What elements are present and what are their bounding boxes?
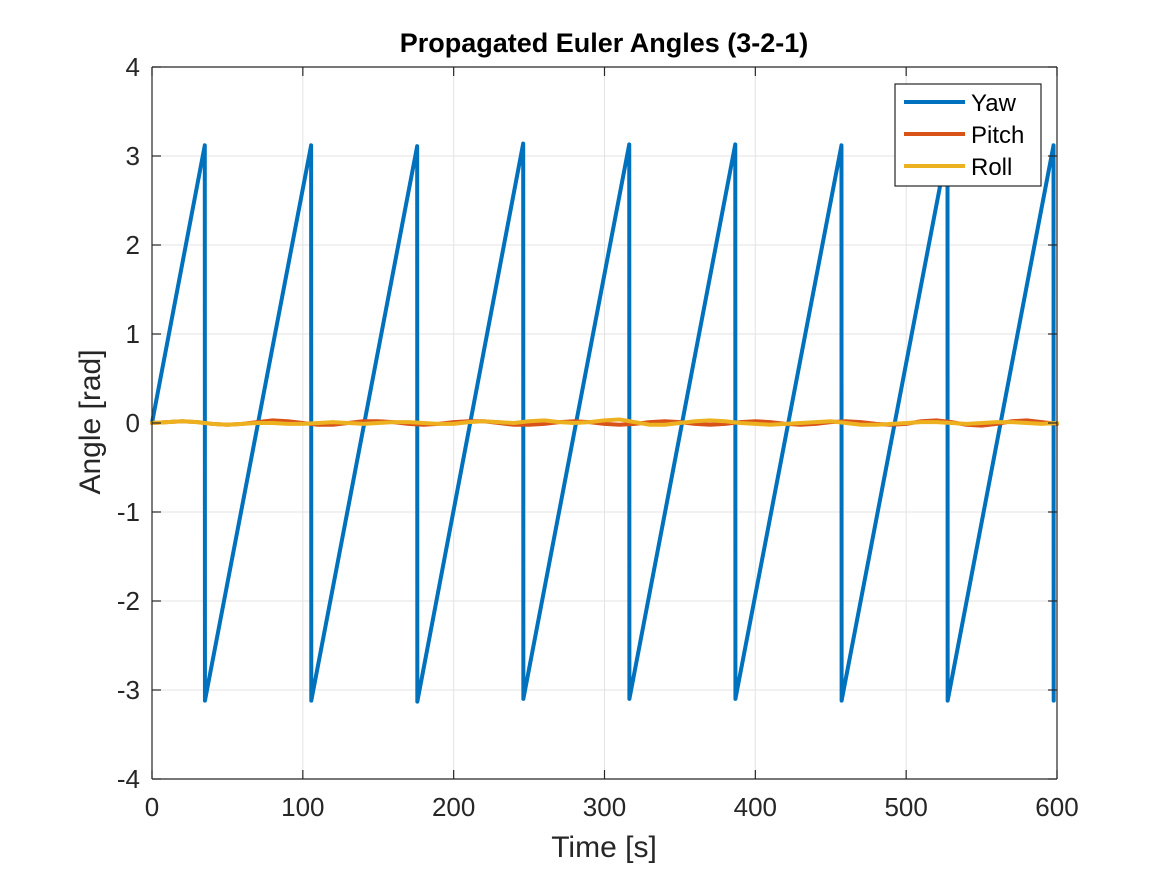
x-axis-label: Time [s] bbox=[551, 831, 657, 864]
y-tick-label: -4 bbox=[117, 764, 140, 794]
axes bbox=[151, 66, 1058, 780]
x-tick-label: 200 bbox=[432, 792, 475, 822]
x-tick-label: 600 bbox=[1035, 792, 1078, 822]
y-tick-label: 2 bbox=[126, 230, 140, 260]
legend-label: Yaw bbox=[971, 90, 1017, 117]
y-tick-label: 1 bbox=[126, 319, 140, 349]
legend-item-pitch: Pitch bbox=[904, 122, 1024, 149]
y-tick-label: 0 bbox=[126, 408, 140, 438]
legend-item-yaw: Yaw bbox=[904, 90, 1017, 117]
legend: Yaw Pitch Roll bbox=[894, 83, 1042, 187]
chart-title: Propagated Euler Angles (3-2-1) bbox=[400, 28, 809, 58]
y-axis-label: Angle [rad] bbox=[74, 349, 107, 494]
x-tick-label: 0 bbox=[145, 792, 159, 822]
x-tick-label: 300 bbox=[583, 792, 626, 822]
legend-item-roll: Roll bbox=[904, 154, 1012, 181]
legend-label: Roll bbox=[971, 154, 1012, 181]
x-tick-label: 100 bbox=[281, 792, 324, 822]
x-tick-label: 500 bbox=[884, 792, 927, 822]
x-tick-label: 400 bbox=[734, 792, 777, 822]
y-tick-label: -1 bbox=[117, 497, 140, 527]
y-tick-label: -3 bbox=[117, 675, 140, 705]
legend-label: Pitch bbox=[971, 122, 1024, 149]
y-tick-label: -2 bbox=[117, 586, 140, 616]
tick-labels: 0 100 200 300 400 500 600 -4 -3 -2 -1 0 1 2 3 4 bbox=[117, 52, 1079, 822]
series-line-roll bbox=[150, 417, 1059, 427]
y-tick-label: 4 bbox=[126, 52, 140, 82]
y-tick-label: 3 bbox=[126, 141, 140, 171]
